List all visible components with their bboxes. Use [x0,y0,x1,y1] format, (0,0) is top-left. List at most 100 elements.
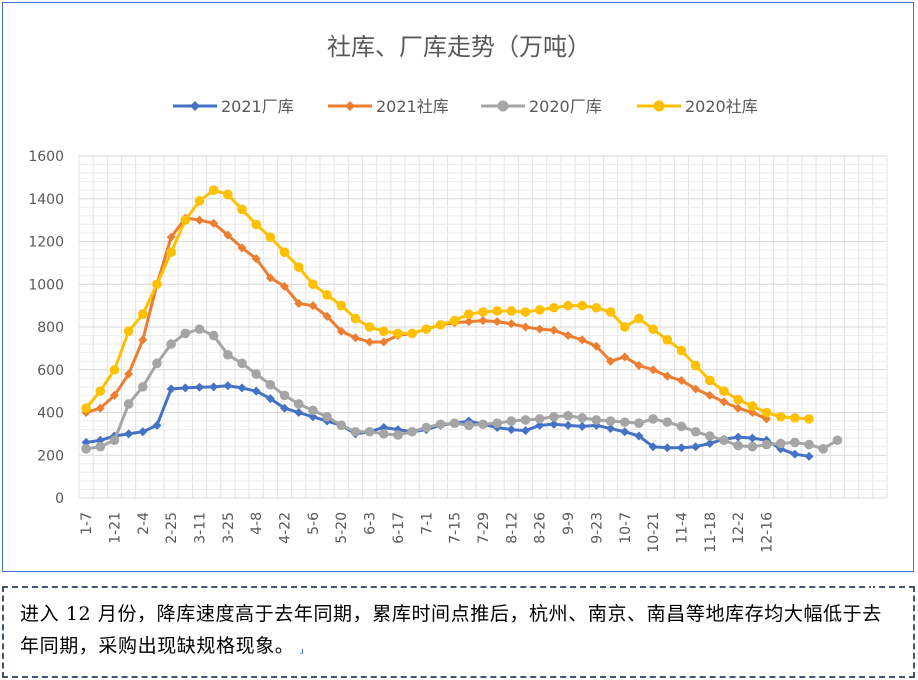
x-axis: 1-7 1-21 2-4 2-25 3-11 3-25 4-8 4-22 5-6 5-20 6-3 6… [79,512,775,553]
data-point [549,302,559,313]
data-point [676,345,687,356]
x-tick-label: 12-2 [731,512,747,544]
data-point [520,307,531,317]
data-point [180,215,191,225]
data-point [407,426,417,437]
data-point [804,414,814,424]
data-point [421,324,432,334]
data-point [237,243,247,253]
data-point [109,390,119,400]
data-point [577,335,587,345]
data-point [95,386,106,396]
data-point [166,247,176,257]
legend-item: 2020社库 [637,97,758,116]
data-point [81,403,91,414]
data-point [620,427,630,437]
data-point [733,432,743,442]
data-point [393,430,403,440]
data-point [138,427,148,437]
data-point [521,426,531,436]
data-point [322,411,332,422]
data-point [322,290,332,300]
data-point [506,425,516,435]
data-point [591,415,602,425]
data-point [521,322,531,332]
data-point [619,322,630,332]
data-point [393,328,403,339]
data-point [478,419,488,430]
legend-item: 2021社库 [328,97,449,116]
data-point [421,422,432,433]
data-point [705,438,715,448]
grid [78,155,888,499]
data-point [520,415,531,425]
y-tick-label: 600 [37,363,64,379]
x-tick-label: 3-11 [192,512,208,544]
data-point [705,390,715,400]
data-point [109,435,120,446]
data-point [407,328,417,339]
y-tick-label: 400 [37,406,64,422]
data-point [733,440,743,451]
legend: 2021厂库 2021社库 2020厂库 2020社库 [173,97,758,116]
data-point [620,352,630,362]
data-point [634,418,644,428]
data-point [464,420,474,431]
x-tick-label: 4-8 [249,512,265,535]
data-point [534,305,545,315]
data-point [775,411,786,422]
data-point [293,399,304,409]
data-point [209,218,219,228]
data-point [95,441,106,452]
data-point [577,421,587,431]
data-point [251,386,261,396]
data-point [251,219,261,230]
paragraph-mark-icon: ⸥ [294,641,305,656]
data-point [634,313,644,324]
data-point [648,442,658,452]
x-tick-label: 11-18 [703,512,719,553]
data-point [435,419,446,430]
data-point [237,358,247,369]
data-point [492,418,502,428]
data-point [832,435,843,446]
y-tick-label: 1000 [28,277,64,293]
data-point [775,438,786,449]
data-point [223,349,233,360]
data-point [194,324,205,334]
data-point [208,330,219,341]
data-point [152,420,162,430]
data-point [676,375,686,385]
data-point [534,414,545,424]
legend-swatch-marker [653,100,665,112]
x-tick-label: 12-16 [760,512,776,553]
data-point [449,418,460,428]
y-tick-label: 1600 [28,149,64,165]
data-point [265,379,276,390]
data-point [322,311,332,321]
data-point [265,232,276,243]
data-point [265,394,275,404]
data-point [804,451,814,461]
y-axis: 0 200 400 600 800 1000 1200 1400 1600 [28,149,64,507]
data-point [691,384,701,394]
data-point [350,333,360,343]
data-point [123,399,134,409]
x-tick-label: 1-7 [79,512,95,535]
y-tick-label: 1400 [28,192,64,208]
data-point [719,435,729,446]
x-tick-label: 8-26 [533,512,549,544]
data-point [634,360,644,370]
data-point [719,386,729,396]
data-point [280,281,290,291]
data-point [606,356,616,366]
data-point [605,416,616,426]
data-point [733,403,743,413]
data-point [194,196,205,206]
legend-swatch-marker [497,100,509,112]
data-point [563,420,573,430]
data-point [606,424,616,434]
data-point [166,232,176,242]
data-point [648,414,658,424]
legend-swatch-marker [345,101,355,111]
